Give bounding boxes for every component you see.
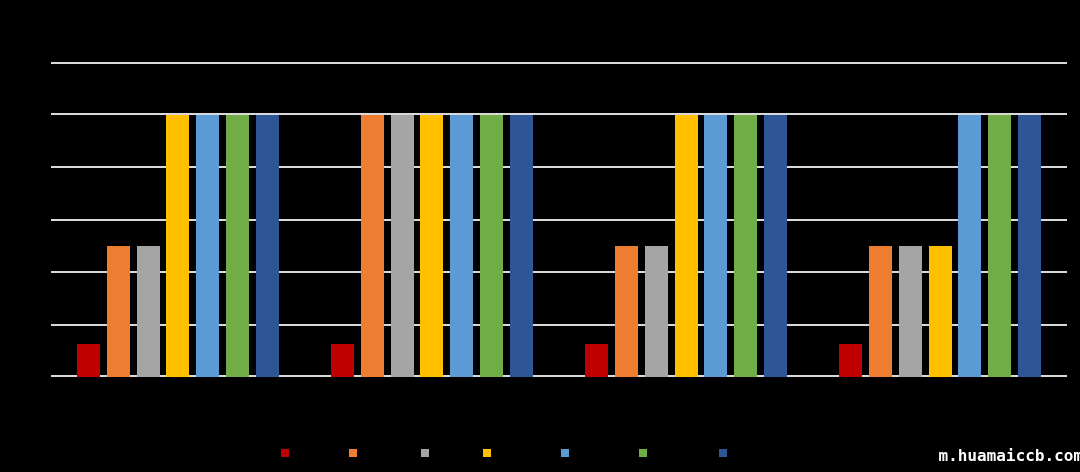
bar-series-6-group-1 bbox=[225, 114, 249, 377]
bar-group-3 bbox=[585, 62, 787, 377]
bar-series-4-group-1 bbox=[166, 114, 190, 377]
watermark-text: m.huamaiccb.com bbox=[938, 446, 1080, 465]
bar-series-2-group-3 bbox=[614, 245, 638, 377]
gridline bbox=[51, 166, 1067, 168]
bar-series-7-group-1 bbox=[255, 114, 279, 377]
gridline bbox=[51, 219, 1067, 221]
bar-series-6-group-3 bbox=[734, 114, 758, 377]
bar-series-7-group-4 bbox=[1017, 114, 1041, 377]
bar-series-4-group-3 bbox=[674, 114, 698, 377]
bar-series-3-group-2 bbox=[390, 114, 414, 377]
bar-series-3-group-4 bbox=[898, 245, 922, 377]
bar-group-2 bbox=[331, 62, 533, 377]
bar-series-7-group-2 bbox=[509, 114, 533, 377]
bar-series-1-group-1 bbox=[77, 344, 100, 377]
bar-series-1-group-3 bbox=[585, 344, 609, 377]
bar-series-6-group-2 bbox=[480, 114, 504, 377]
bar-series-2-group-2 bbox=[360, 114, 384, 377]
legend-swatch-series-2 bbox=[349, 449, 357, 457]
gridline bbox=[51, 62, 1067, 64]
gridline bbox=[51, 271, 1067, 273]
bar-series-1-group-4 bbox=[839, 344, 863, 377]
bar-series-5-group-1 bbox=[196, 114, 220, 377]
bar-series-5-group-3 bbox=[704, 114, 728, 377]
bar-series-5-group-2 bbox=[450, 114, 474, 377]
bars-layer bbox=[51, 62, 1067, 377]
bar-series-3-group-3 bbox=[644, 245, 668, 377]
bar-series-1-group-2 bbox=[331, 344, 355, 377]
legend-swatch-series-7 bbox=[719, 449, 727, 457]
legend-swatch-series-1 bbox=[281, 449, 289, 457]
bar-series-5-group-4 bbox=[958, 114, 982, 377]
bar-series-4-group-4 bbox=[928, 245, 952, 377]
gridline bbox=[51, 113, 1067, 115]
gridline bbox=[51, 324, 1067, 326]
legend-swatch-series-3 bbox=[421, 449, 429, 457]
bar-series-2-group-1 bbox=[106, 245, 130, 377]
bar-series-6-group-4 bbox=[988, 114, 1012, 377]
bar-series-7-group-3 bbox=[763, 114, 787, 377]
x-axis-line bbox=[51, 375, 1067, 377]
legend-swatch-series-5 bbox=[561, 449, 569, 457]
bar-series-3-group-1 bbox=[136, 245, 160, 377]
plot-area bbox=[51, 62, 1067, 377]
legend-swatch-series-4 bbox=[483, 449, 491, 457]
bar-series-2-group-4 bbox=[868, 245, 892, 377]
bar-group-4 bbox=[839, 62, 1041, 377]
legend-swatch-series-6 bbox=[639, 449, 647, 457]
bar-series-4-group-2 bbox=[420, 114, 444, 377]
bar-group-1 bbox=[77, 62, 279, 377]
